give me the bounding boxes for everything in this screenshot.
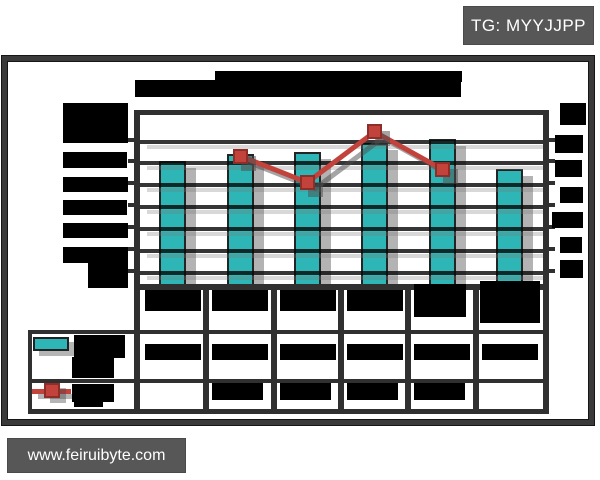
left-axis-label-redacted <box>63 247 128 263</box>
line-marker-category-5 <box>434 161 450 177</box>
table-bar-value-redacted <box>347 344 403 360</box>
right-axis-tick <box>547 269 555 273</box>
left-axis-tick <box>128 225 136 229</box>
left-axis-label-redacted <box>63 103 128 143</box>
right-axis-label-redacted <box>560 187 583 203</box>
table-bar-value-redacted <box>481 344 538 360</box>
table-category-label-redacted <box>347 290 403 311</box>
line-marker-category-4 <box>367 124 383 140</box>
telegram-watermark-badge: TG: MYYJJPP <box>464 7 593 44</box>
right-axis-tick <box>547 181 555 185</box>
site-watermark-badge: www.feiruibyte.com <box>8 439 185 472</box>
left-axis-tick <box>128 269 136 273</box>
left-axis-label-redacted <box>63 200 127 215</box>
left-axis-label-redacted <box>63 177 128 192</box>
table-category-label-redacted <box>212 290 269 311</box>
right-axis-tick <box>547 203 555 207</box>
left-axis-tick <box>128 247 136 251</box>
table-line-value-redacted <box>279 383 331 400</box>
table-bar-value-redacted <box>414 344 471 360</box>
legend-bar-series-swatch <box>33 337 69 351</box>
line-marker-category-3 <box>299 174 315 190</box>
right-axis-tick <box>547 247 555 251</box>
right-axis-label-redacted <box>560 237 582 253</box>
left-axis-tick <box>128 159 136 163</box>
left-axis-tick <box>128 181 136 185</box>
table-column-divider <box>405 284 411 414</box>
right-axis-label-redacted <box>555 160 582 177</box>
gridline <box>139 227 543 231</box>
plot-border-top <box>134 110 549 115</box>
plot-border-left <box>134 110 140 413</box>
table-left-border <box>28 330 32 414</box>
left-axis-label-redacted <box>63 152 127 168</box>
table-column-divider <box>203 284 209 414</box>
bar-category-2 <box>226 154 254 288</box>
left-axis-label-redacted <box>88 263 128 288</box>
table-bar-value-redacted <box>279 344 336 360</box>
legend-line-series-name-redacted <box>74 401 103 407</box>
right-axis-tick <box>547 159 555 163</box>
gridline <box>139 183 543 187</box>
table-category-label-redacted <box>279 290 336 311</box>
legend-line-series-marker <box>44 383 60 398</box>
legend-bar-series-name-redacted <box>72 357 114 378</box>
right-axis-label-redacted <box>555 135 583 153</box>
table-line-value-redacted <box>347 383 398 400</box>
left-axis-tick <box>128 203 136 207</box>
left-axis-tick <box>128 138 136 142</box>
gridline <box>139 205 543 209</box>
legend-bar-series-name-redacted <box>74 335 125 358</box>
gridline <box>139 249 543 253</box>
gridline <box>139 271 543 275</box>
gridline <box>139 140 543 144</box>
plot-border-right <box>543 110 549 413</box>
right-axis-label-redacted <box>552 212 583 228</box>
table-column-divider <box>338 284 344 414</box>
right-axis-label-redacted <box>560 260 583 278</box>
table-line-value-redacted <box>212 383 264 400</box>
right-axis-label-redacted <box>560 103 586 125</box>
chart-frame <box>2 56 594 425</box>
legend-line-series-name-redacted <box>72 384 114 402</box>
plot-area <box>139 112 543 288</box>
line-marker-category-2 <box>232 148 248 164</box>
table-column-divider <box>271 284 277 414</box>
right-axis-tick <box>547 225 555 229</box>
gridline <box>139 161 543 165</box>
table-row-divider <box>28 330 549 334</box>
table-category-label-redacted <box>414 284 467 317</box>
table-category-label-redacted <box>145 290 201 311</box>
bar-category-4 <box>361 143 389 288</box>
table-line-value-redacted <box>414 383 466 400</box>
table-category-label-redacted <box>479 281 540 323</box>
table-column-divider <box>473 284 479 414</box>
table-bar-value-redacted <box>212 344 269 360</box>
table-bar-value-redacted <box>145 344 201 360</box>
table-row-divider <box>28 379 549 383</box>
chart-title-redacted <box>135 80 461 97</box>
chart-title-redacted <box>215 71 462 82</box>
line-series <box>239 128 452 192</box>
left-axis-label-redacted <box>63 223 128 238</box>
table-bottom-border <box>28 409 549 414</box>
right-axis-tick <box>547 138 555 142</box>
